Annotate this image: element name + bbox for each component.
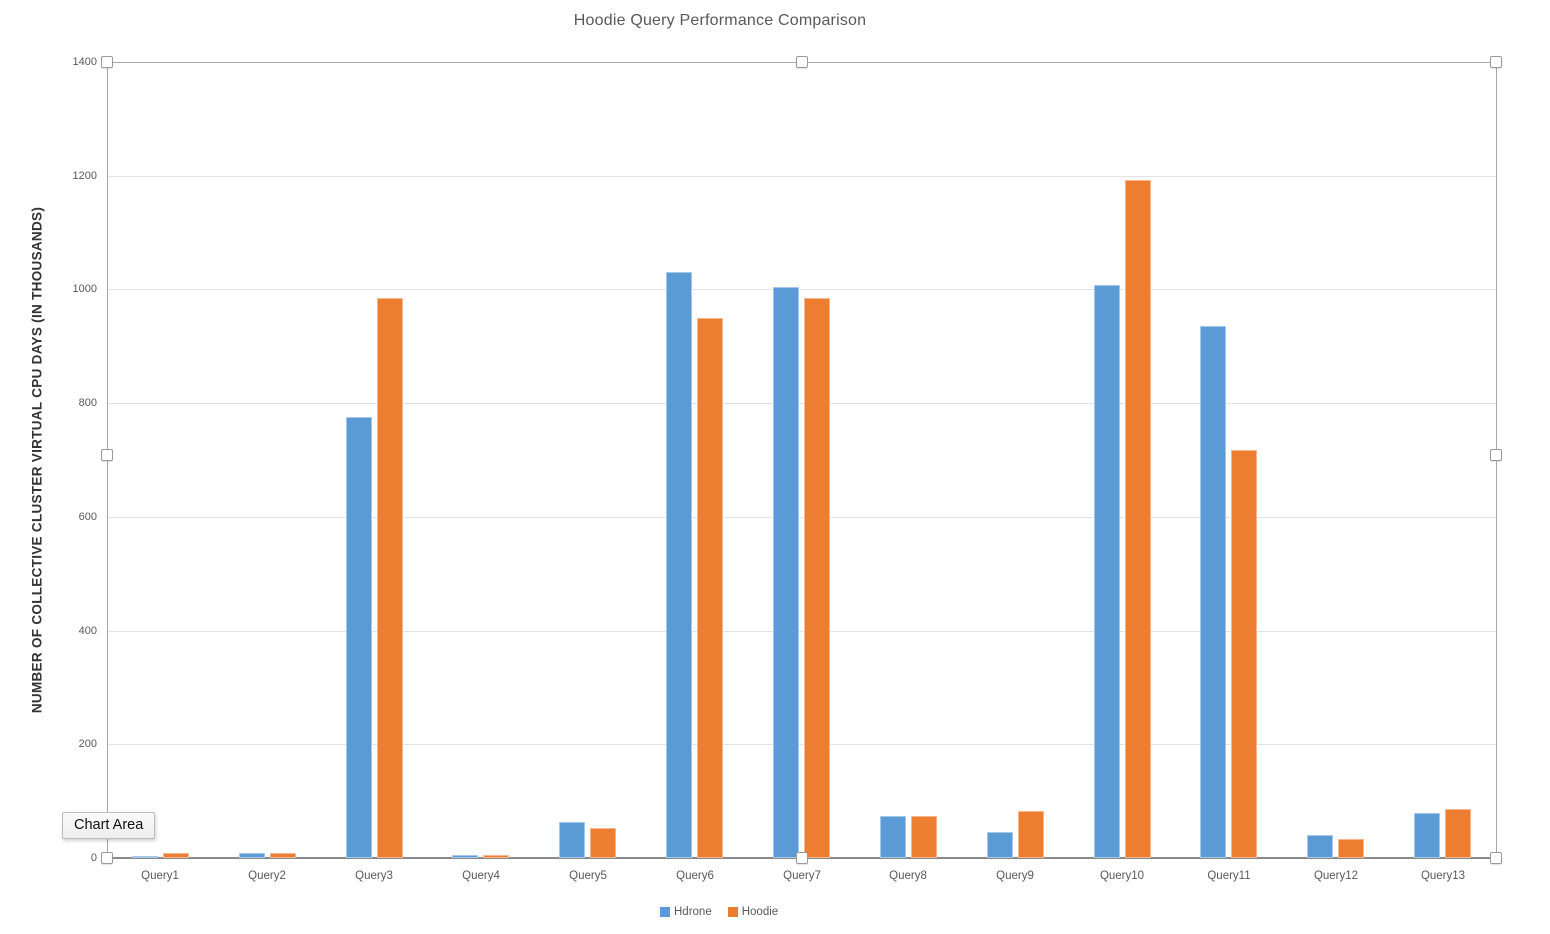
bar-hdrone-query13[interactable] bbox=[1414, 813, 1440, 858]
bar-hdrone-query2[interactable] bbox=[239, 853, 265, 858]
x-tick-label-query6[interactable]: Query6 bbox=[676, 870, 714, 882]
bar-hoodie-query1[interactable] bbox=[163, 853, 189, 858]
x-tick-label-query12[interactable]: Query12 bbox=[1313, 870, 1359, 882]
gridline-200 bbox=[107, 744, 1496, 745]
legend-item-hoodie[interactable]: Hoodie bbox=[727, 906, 779, 918]
x-tick-label-query1[interactable]: Query1 bbox=[141, 870, 179, 882]
bar-hdrone-query11[interactable] bbox=[1200, 326, 1226, 858]
y-tick-label-1400[interactable]: 1400 bbox=[72, 56, 97, 68]
y-tick-label-400[interactable]: 400 bbox=[78, 625, 97, 637]
gridline-400 bbox=[107, 631, 1496, 632]
bar-hoodie-query9[interactable] bbox=[1018, 811, 1044, 858]
legend-item-hdrone[interactable]: Hdrone bbox=[660, 906, 712, 918]
x-tick-label-query8[interactable]: Query8 bbox=[889, 870, 927, 882]
bar-hdrone-query3[interactable] bbox=[346, 417, 372, 858]
selection-handle-bottom-center[interactable] bbox=[796, 852, 808, 864]
gridline-1000 bbox=[107, 289, 1496, 290]
bar-hdrone-query8[interactable] bbox=[880, 816, 906, 858]
y-tick-label-200[interactable]: 200 bbox=[78, 738, 97, 750]
x-tick-label-query7[interactable]: Query7 bbox=[783, 870, 821, 882]
bar-hdrone-query1[interactable] bbox=[132, 856, 158, 858]
legend-label: Hdrone bbox=[674, 906, 712, 918]
y-tick-label-600[interactable]: 600 bbox=[78, 511, 97, 523]
y-tick-label-1200[interactable]: 1200 bbox=[72, 170, 97, 182]
bar-hoodie-query10[interactable] bbox=[1125, 180, 1151, 858]
y-tick-label-1000[interactable]: 1000 bbox=[72, 283, 97, 295]
selection-handle-bottom-left[interactable] bbox=[101, 852, 113, 864]
bar-hoodie-query2[interactable] bbox=[270, 853, 296, 858]
chart-area-tooltip: Chart Area bbox=[62, 812, 156, 839]
bar-hdrone-query7[interactable] bbox=[773, 287, 799, 858]
bar-hoodie-query3[interactable] bbox=[377, 298, 403, 858]
x-tick-label-query2[interactable]: Query2 bbox=[248, 870, 286, 882]
gridline-1200 bbox=[107, 176, 1496, 177]
legend-swatch-icon bbox=[660, 907, 670, 917]
bar-hoodie-query13[interactable] bbox=[1445, 809, 1471, 858]
bar-hdrone-query10[interactable] bbox=[1094, 285, 1120, 858]
x-tick-label-query3[interactable]: Query3 bbox=[355, 870, 393, 882]
bar-hoodie-query7[interactable] bbox=[804, 298, 830, 858]
gridline-800 bbox=[107, 403, 1496, 404]
y-tick-label-800[interactable]: 800 bbox=[78, 397, 97, 409]
x-tick-label-query11[interactable]: Query11 bbox=[1207, 870, 1251, 882]
bar-hoodie-query8[interactable] bbox=[911, 816, 937, 858]
bar-hdrone-query6[interactable] bbox=[666, 272, 692, 858]
bar-hdrone-query5[interactable] bbox=[559, 822, 585, 858]
bar-hoodie-query5[interactable] bbox=[590, 828, 616, 858]
bar-hdrone-query4[interactable] bbox=[452, 855, 478, 858]
x-tick-label-query5[interactable]: Query5 bbox=[569, 870, 607, 882]
selection-handle-middle-left[interactable] bbox=[101, 449, 113, 461]
gridline-600 bbox=[107, 517, 1496, 518]
selection-handle-middle-right[interactable] bbox=[1490, 449, 1502, 461]
bar-hoodie-query12[interactable] bbox=[1338, 839, 1364, 858]
bar-hoodie-query6[interactable] bbox=[697, 318, 723, 858]
x-tick-label-query10[interactable]: Query10 bbox=[1099, 870, 1145, 882]
legend-swatch-icon bbox=[727, 907, 738, 917]
x-tick-label-query13[interactable]: Query13 bbox=[1420, 870, 1466, 882]
x-tick-label-query9[interactable]: Query9 bbox=[996, 870, 1034, 882]
legend[interactable]: Hdrone Hoodie bbox=[660, 906, 778, 918]
bar-hdrone-query9[interactable] bbox=[987, 832, 1013, 858]
selection-handle-top-center[interactable] bbox=[796, 56, 808, 68]
bar-hoodie-query11[interactable] bbox=[1231, 450, 1257, 858]
legend-label: Hoodie bbox=[741, 906, 779, 918]
selection-handle-top-left[interactable] bbox=[101, 56, 113, 68]
y-tick-label-0[interactable]: 0 bbox=[90, 852, 97, 864]
selection-handle-bottom-right[interactable] bbox=[1490, 852, 1502, 864]
selection-handle-top-right[interactable] bbox=[1490, 56, 1502, 68]
chart-title[interactable]: Hoodie Query Performance Comparison bbox=[573, 12, 867, 29]
x-tick-label-query4[interactable]: Query4 bbox=[462, 870, 500, 882]
bar-hdrone-query12[interactable] bbox=[1307, 835, 1333, 858]
bar-hoodie-query4[interactable] bbox=[483, 855, 509, 858]
